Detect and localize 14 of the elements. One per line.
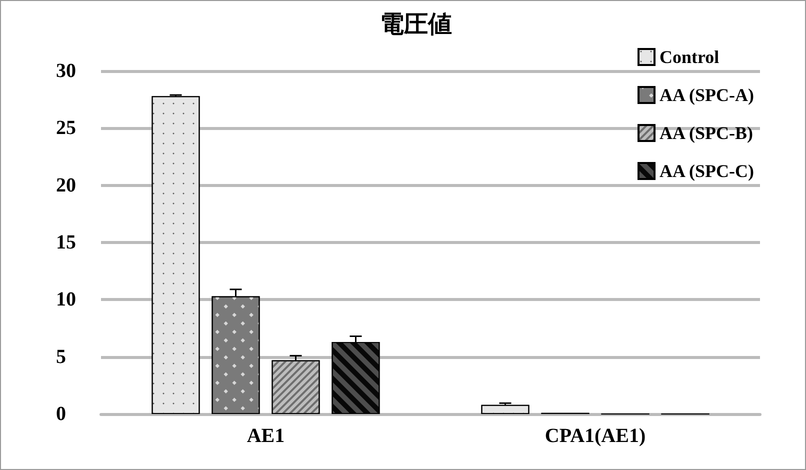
legend-label: AA (SPC-A)	[660, 85, 754, 105]
y-tick-label: 20	[56, 174, 76, 196]
legend-label: Control	[660, 47, 720, 67]
y-tick-label: 5	[56, 346, 66, 368]
y-tick-label: 0	[56, 403, 66, 425]
y-tick-label: 25	[56, 117, 76, 140]
x-tick-label: CPA1(AE1)	[544, 425, 646, 447]
y-tick-label: 15	[56, 232, 76, 254]
chart-title: 電圧値	[380, 10, 452, 38]
y-tick-label: 30	[56, 60, 76, 82]
y-tick-label: 10	[56, 288, 76, 311]
legend-label: AA (SPC-C)	[660, 161, 754, 181]
x-tick-label: AE1	[246, 425, 285, 447]
legend-label: AA (SPC-B)	[660, 123, 754, 143]
